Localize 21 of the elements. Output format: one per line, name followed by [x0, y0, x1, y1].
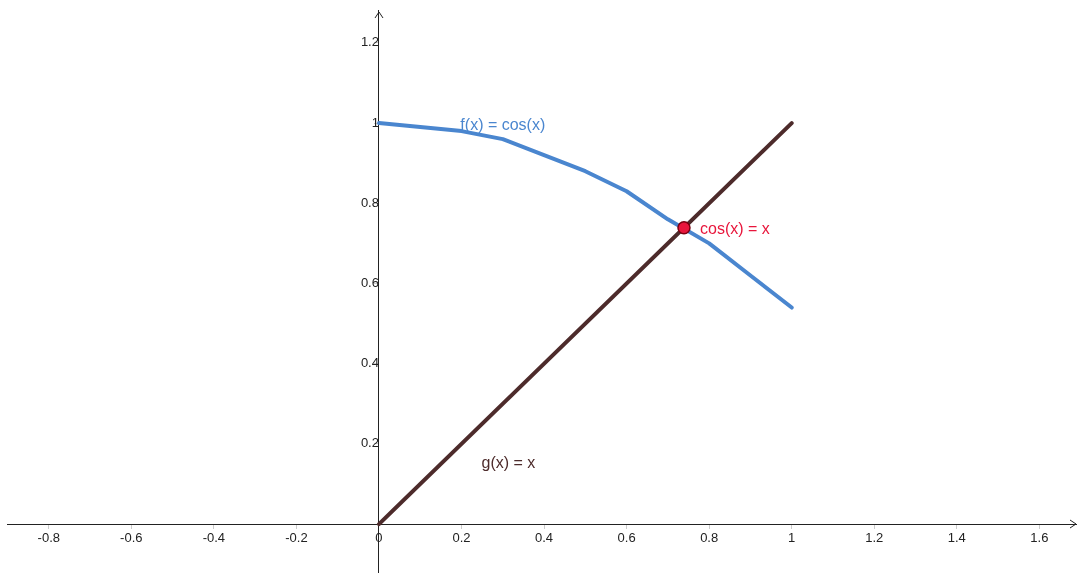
x-tick-label: -0.4	[202, 530, 226, 546]
y-tick-label: 0.4	[360, 355, 379, 371]
series-label: f(x) = cos(x)	[460, 115, 546, 133]
y-tick-label: 1.2	[360, 34, 379, 50]
x-tick-label: 0.6	[617, 530, 636, 546]
x-tick-label: 1.2	[865, 530, 884, 546]
y-tick-label: 0.2	[360, 435, 379, 451]
x-tick-label: 1	[788, 530, 796, 546]
x-tick-label: 1.6	[1030, 530, 1049, 546]
x-tick-label: -0.8	[37, 530, 60, 546]
y-tick-label: 0.8	[360, 194, 379, 210]
y-tick-label: 0.6	[360, 275, 379, 291]
series-label: g(x) = x	[481, 454, 536, 472]
x-tick-label: -0.6	[120, 530, 143, 546]
x-tick-label: 0.4	[535, 530, 554, 546]
series-label: cos(x) = x	[699, 220, 770, 238]
x-tick-label: -0.2	[285, 530, 308, 546]
x-tick-label: 0.2	[452, 530, 471, 546]
x-tick-label: 1.4	[947, 530, 966, 546]
y-tick-label: 1	[371, 114, 379, 130]
x-tick-label: 0.8	[700, 530, 719, 546]
